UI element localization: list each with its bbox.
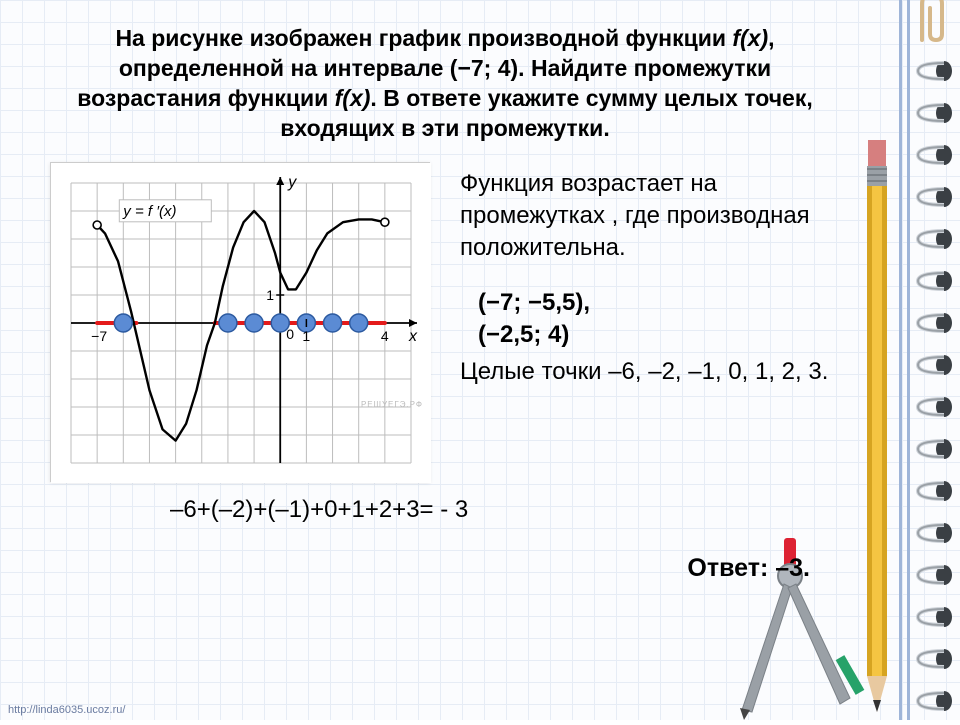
integer-points: Целые точки –6, –2, –1, 0, 1, 2, 3.	[460, 356, 840, 388]
fx-1: f(x)	[732, 25, 768, 51]
explanation-text: Функция возрастает на промежутках , где …	[460, 168, 840, 265]
svg-text:4: 4	[381, 328, 389, 344]
svg-text:y = f ′(x): y = f ′(x)	[122, 202, 176, 219]
svg-text:x: x	[408, 328, 418, 345]
svg-text:1: 1	[266, 287, 274, 303]
interval-b: (−2,5; 4)	[478, 319, 840, 351]
svg-text:0: 0	[286, 326, 294, 342]
derivative-chart: y = f ′(x)yx014−71 РЕШУЕГЭ.РФ	[50, 162, 430, 482]
problem-statement: На рисунке изображен график производной …	[50, 24, 840, 144]
chart-watermark: РЕШУЕГЭ.РФ	[361, 400, 423, 409]
content-area: На рисунке изображен график производной …	[0, 0, 960, 720]
interval-a: (−7; −5,5),	[478, 287, 840, 319]
svg-text:y: y	[287, 174, 297, 191]
svg-text:1: 1	[302, 328, 310, 344]
main-row: y = f ′(x)yx014−71 РЕШУЕГЭ.РФ Функция во…	[50, 162, 840, 482]
explanation-column: Функция возрастает на промежутках , где …	[460, 162, 840, 388]
problem-text-1: На рисунке изображен график производной …	[115, 25, 732, 51]
source-link: http://linda6035.ucoz.ru/	[8, 704, 125, 716]
fx-2: f(x)	[335, 85, 371, 111]
calculation: –6+(–2)+(–1)+0+1+2+3= - 3	[170, 496, 840, 524]
answer: Ответ: –3.	[50, 554, 840, 583]
svg-text:−7: −7	[91, 328, 107, 344]
